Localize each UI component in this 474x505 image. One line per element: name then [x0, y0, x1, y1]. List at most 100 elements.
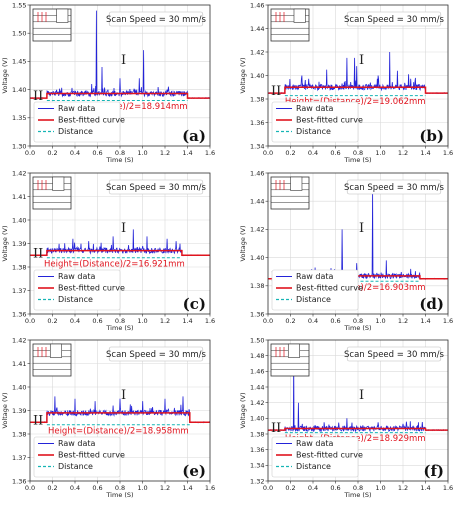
region-label-i: I — [359, 53, 364, 68]
x-tick-label: 1.2 — [160, 317, 170, 325]
legend-distance-label: Distance — [296, 127, 331, 136]
y-tick-label: 1.38 — [250, 430, 264, 438]
x-tick-label: 0.0 — [25, 484, 35, 492]
x-tick-label: 0.6 — [330, 149, 340, 157]
region-label-ii: II — [33, 246, 43, 261]
y-tick-label: 1.37 — [12, 287, 26, 295]
legend: Raw data Best-fitted curve Distance — [33, 101, 125, 143]
panel-label: (d) — [419, 295, 444, 313]
y-tick-label: 1.40 — [12, 86, 26, 94]
chart-title: Scan Speed = 30 mm/s — [106, 15, 206, 25]
region-label-i: I — [121, 388, 126, 403]
x-axis-label: Time (S) — [105, 491, 133, 499]
x-tick-label: 0.2 — [285, 149, 295, 157]
title-box — [346, 11, 442, 27]
legend: Raw data Best-fitted curve Distance — [271, 101, 363, 143]
x-tick-label: 0.8 — [115, 484, 125, 492]
region-label-ii: II — [33, 413, 43, 428]
y-axis-label: Voltage (V) — [1, 226, 9, 262]
x-tick-label: 1.4 — [420, 484, 430, 492]
region-label-ii: II — [271, 421, 281, 436]
y-tick-label: 1.36 — [250, 446, 264, 454]
y-tick-label: 1.41 — [12, 360, 26, 368]
x-tick-label: 1.4 — [182, 317, 192, 325]
plot-frame — [29, 4, 211, 147]
x-tick-label: 1.6 — [205, 149, 215, 157]
best-fitted-curve — [268, 427, 448, 431]
y-tick-label: 1.40 — [250, 415, 264, 423]
legend-best-fitted-curve-label: Best-fitted curve — [296, 116, 363, 125]
y-tick-label: 1.36 — [250, 119, 264, 127]
x-tick-label: 1.6 — [443, 484, 453, 492]
inset-schematic — [32, 343, 72, 377]
y-tick-label: 1.46 — [250, 368, 264, 376]
legend-raw-data-label: Raw data — [296, 272, 333, 281]
y-tick-label: 1.46 — [250, 169, 264, 177]
x-tick-label: 1.2 — [398, 149, 408, 157]
y-tick-label: 1.50 — [250, 336, 264, 344]
x-tick-label: 0.4 — [70, 149, 80, 157]
legend-raw-data-label: Raw data — [296, 439, 333, 448]
legend-box — [271, 436, 359, 478]
x-tick-label: 1.2 — [398, 484, 408, 492]
x-tick-label: 1.0 — [137, 149, 147, 157]
region-label-i: I — [359, 221, 364, 236]
legend-raw-data-label: Raw data — [296, 104, 333, 113]
legend-box — [271, 101, 359, 143]
x-axis-label: Time (S) — [343, 156, 371, 164]
chart-panel-d: 0.0 0.2 0.4 0.6 0.8 1.0 1.2 1.4 1.6 1.36 1.38 1.40 1… — [239, 169, 453, 332]
title-box — [108, 346, 204, 362]
y-tick-label: 1.38 — [250, 282, 264, 290]
y-axis-label: Voltage (V) — [239, 58, 247, 94]
chart-title: Scan Speed = 30 mm/s — [344, 15, 444, 25]
x-tick-label: 1.0 — [375, 149, 385, 157]
x-tick-label: 0.4 — [70, 317, 80, 325]
inset-schematic — [32, 8, 72, 42]
panel-label: (a) — [182, 127, 206, 145]
inset-cutout — [49, 343, 62, 358]
x-tick-label: 0.2 — [47, 484, 57, 492]
y-tick-label: 1.35 — [12, 114, 26, 122]
y-tick-label: 1.45 — [12, 58, 26, 66]
region-label-i: I — [121, 221, 126, 236]
x-tick-label: 1.0 — [137, 484, 147, 492]
x-tick-label: 0.4 — [308, 149, 318, 157]
inset-cutout — [56, 8, 69, 23]
x-tick-label: 0.0 — [263, 484, 273, 492]
x-tick-label: 0.2 — [47, 317, 57, 325]
chart-panel-a: 0.0 0.2 0.4 0.6 0.8 1.0 1.2 1.4 1.6 1.30 1.35 1.40 1… — [1, 1, 215, 164]
panel-label: (c) — [183, 295, 206, 313]
y-axis-label: Voltage (V) — [1, 58, 9, 94]
y-axis-label: Voltage (V) — [239, 226, 247, 262]
legend-raw-data-label: Raw data — [58, 439, 95, 448]
legend-raw-data-label: Raw data — [58, 272, 95, 281]
y-tick-label: 1.44 — [250, 198, 264, 206]
x-tick-label: 1.4 — [420, 317, 430, 325]
region-label-ii: II — [271, 84, 281, 99]
title-box — [108, 179, 204, 195]
legend-distance-label: Distance — [58, 295, 93, 304]
y-tick-label: 1.42 — [250, 226, 264, 234]
x-tick-label: 0.0 — [263, 149, 273, 157]
best-fitted-curve — [268, 86, 448, 94]
panel-label: (e) — [182, 462, 206, 480]
y-tick-label: 1.36 — [12, 477, 26, 485]
y-tick-label: 1.32 — [250, 477, 264, 485]
x-tick-label: 0.2 — [285, 317, 295, 325]
x-tick-label: 0.4 — [308, 484, 318, 492]
y-tick-label: 1.40 — [12, 383, 26, 391]
legend-box — [33, 269, 121, 311]
x-tick-label: 0.0 — [25, 317, 35, 325]
raw-data-line — [29, 229, 210, 257]
y-tick-label: 1.44 — [250, 25, 264, 33]
best-fitted-curve — [30, 412, 210, 424]
chart-title: Scan Speed = 30 mm/s — [344, 183, 444, 193]
legend-box — [33, 101, 121, 143]
y-tick-label: 1.39 — [12, 407, 26, 415]
inset-schematic — [32, 176, 72, 210]
y-tick-label: 1.41 — [12, 193, 26, 201]
y-tick-label: 1.39 — [12, 240, 26, 248]
x-tick-label: 1.4 — [182, 484, 192, 492]
chart-panel-f: 0.0 0.2 0.4 0.6 0.8 1.0 1.2 1.4 1.6 1.32 1.34 1.36 1… — [239, 336, 453, 499]
